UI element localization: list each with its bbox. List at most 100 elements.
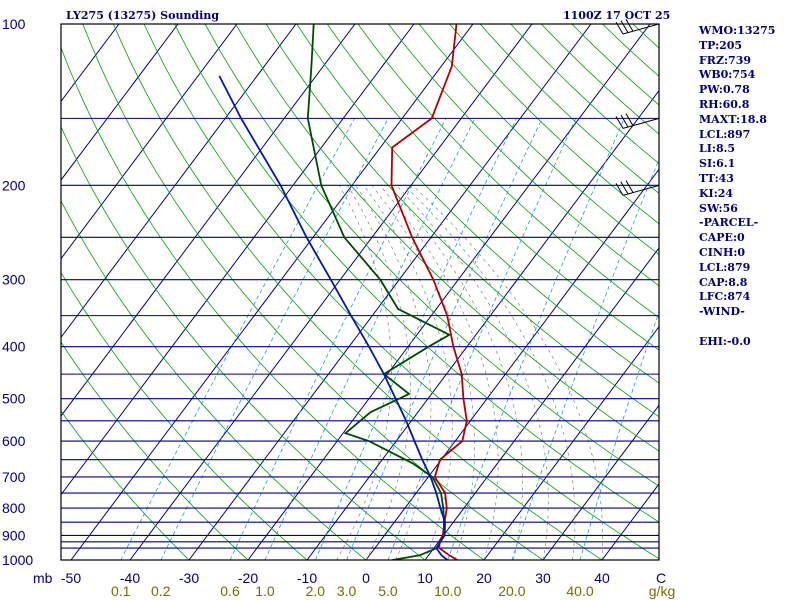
mixing-ratio-tick-label: 5.0 xyxy=(378,583,398,599)
wind-barb-staff xyxy=(622,23,660,35)
wind-barb xyxy=(615,113,660,129)
stat-item: SW:56 xyxy=(699,201,738,215)
stat-item: LCL:897 xyxy=(699,127,751,141)
wind-barb xyxy=(615,180,660,196)
wind-barb-flag xyxy=(620,181,629,195)
mixing-ratio-tick-label: 0.2 xyxy=(151,583,171,599)
pressure-tick-label: 900 xyxy=(2,527,26,543)
stat-item: CAPE:0 xyxy=(699,231,745,245)
moist-adiabat-line xyxy=(404,185,576,560)
temperature-tick-label: -30 xyxy=(179,570,199,586)
pressure-tick-label: 300 xyxy=(2,272,26,288)
temperature-tick-label: -20 xyxy=(238,570,258,586)
stat-item: FRZ:739 xyxy=(699,53,752,67)
moist-adiabat-line xyxy=(412,185,604,560)
stat-item: LFC:874 xyxy=(699,290,751,304)
stat-item: CAP:8.8 xyxy=(699,275,748,289)
pressure-tick-label: 800 xyxy=(2,500,26,516)
mixing-ratio-line xyxy=(511,158,659,560)
pressure-unit-label: mb xyxy=(33,570,53,586)
isotherm-line xyxy=(542,404,659,560)
moist-adiabat-line xyxy=(355,185,432,560)
isotherm-line xyxy=(483,325,659,560)
isotherm-line xyxy=(424,247,659,560)
wind-barb-flag xyxy=(620,114,629,128)
mixing-ratio-line xyxy=(579,310,659,560)
pressure-tick-label: 100 xyxy=(2,16,26,32)
dry-adiabat-line xyxy=(61,341,249,560)
parcel-profile-line xyxy=(218,75,448,560)
stat-item: PW:0.78 xyxy=(699,83,750,97)
temperature-tick-label: 30 xyxy=(535,570,551,586)
wind-barb-flag xyxy=(625,18,634,32)
stat-item: CINH:0 xyxy=(699,245,746,259)
temperature-tick-label: -50 xyxy=(61,570,81,586)
pressure-tick-label: 500 xyxy=(2,391,26,407)
stat-item: SI:6.1 xyxy=(699,157,736,171)
mixing-ratio-tick-label: 3.0 xyxy=(337,583,357,599)
isotherm-line xyxy=(61,24,297,339)
wind-barb-staff xyxy=(622,184,660,196)
stat-item: -WIND- xyxy=(699,305,745,319)
stat-item: WB0:754 xyxy=(699,68,756,82)
stat-item: -PARCEL- xyxy=(699,216,759,230)
isotherm-line xyxy=(61,24,238,260)
sounding-station-title: LY275 (13275) Sounding xyxy=(66,9,220,22)
pressure-tick-label: 700 xyxy=(2,469,26,485)
temperature-tick-label: 0 xyxy=(362,570,370,586)
isotherm-line xyxy=(61,24,356,417)
mixing-ratio-tick-label: 1.0 xyxy=(255,583,275,599)
stat-item: KI:24 xyxy=(699,186,734,200)
dry-adiabat-line xyxy=(113,24,603,560)
wind-barb xyxy=(615,18,660,35)
dry-adiabat-line xyxy=(61,46,485,560)
mixing-ratio-tick-label: 20.0 xyxy=(498,583,525,599)
stability-index-panel: WMO:13275 TP:205 FRZ:739 WB0:754 PW:0.78 RH:6… xyxy=(699,24,775,350)
wind-barb-flag xyxy=(620,20,629,33)
mixing-ratio-line xyxy=(229,118,447,560)
wind-barb-flag xyxy=(625,113,634,126)
plot-frame xyxy=(60,23,660,561)
mixing-ratio-line xyxy=(387,118,577,560)
sounding-time-title: 1100Z 17 OCT 25 xyxy=(563,9,671,22)
mixing-ratio-tick-label: 10.0 xyxy=(434,583,461,599)
temperature-tick-label: 20 xyxy=(476,570,492,586)
mixing-ratio-line xyxy=(346,118,543,560)
mixing-ratio-tick-label: 0.6 xyxy=(220,583,240,599)
stat-spacer xyxy=(699,320,775,335)
temperature-profile-line xyxy=(390,24,468,560)
mixing-ratio-line xyxy=(264,118,476,560)
mixing-ratio-tick-label: 2.0 xyxy=(306,583,326,599)
isotherm-line xyxy=(129,24,533,560)
moist-adiabat-line xyxy=(347,185,412,560)
dewpoint-profile-line xyxy=(306,24,452,560)
temperature-tick-label: 10 xyxy=(417,570,433,586)
stat-item: LCL:879 xyxy=(699,260,751,274)
stat-item: MAXT:18.8 xyxy=(699,112,767,126)
wind-barb-flag xyxy=(615,116,624,129)
isotherm-line xyxy=(61,24,415,496)
isotherm-line xyxy=(306,89,659,560)
pressure-tick-label: 600 xyxy=(2,433,26,449)
stat-item: TT:43 xyxy=(699,171,734,185)
dry-adiabat-line xyxy=(61,125,426,560)
stat-item: LI:8.5 xyxy=(699,142,736,156)
temperature-tick-label: -40 xyxy=(120,570,140,586)
moist-adiabat-line xyxy=(396,185,549,560)
stat-item: TP:205 xyxy=(699,38,743,52)
temperature-tick-label: -10 xyxy=(297,570,317,586)
temperature-tick-label: C xyxy=(656,570,666,586)
plot-area xyxy=(61,24,659,560)
temperature-tick-label: 40 xyxy=(594,570,610,586)
stat-item: EHI:-0.0 xyxy=(699,334,751,348)
pressure-tick-label: 400 xyxy=(2,339,26,355)
stat-item: RH:60.8 xyxy=(699,97,750,111)
wind-barb-flag xyxy=(615,183,624,196)
dry-adiabat-line xyxy=(204,24,659,487)
mixing-ratio-tick-label: 40.0 xyxy=(566,583,593,599)
mixing-ratio-line xyxy=(447,118,625,560)
isotherm-line xyxy=(61,24,179,181)
stat-item: WMO:13275 xyxy=(699,24,776,37)
moist-adiabat-line xyxy=(363,185,453,560)
